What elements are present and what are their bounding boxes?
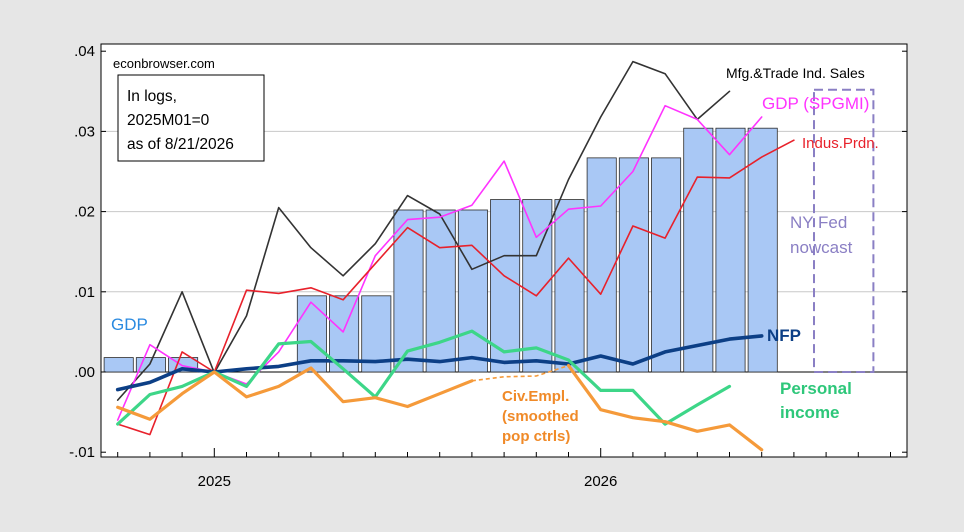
- nowcast-rect: [813, 88, 875, 373]
- gdp-bar: [554, 199, 585, 373]
- note-line-2: 2025M01=0: [127, 112, 210, 129]
- series-line: [116, 139, 795, 436]
- gdp-bars: [103, 127, 778, 373]
- label-nfp: NFP: [767, 326, 801, 345]
- label-gdp: GDP: [111, 315, 148, 334]
- label-personal-income-1: Personal: [780, 379, 852, 398]
- gdp-bar: [683, 127, 714, 373]
- y-tick-label: .01: [74, 284, 95, 301]
- gdp-bar: [457, 209, 488, 373]
- y-axis: .04 .03 .02 .01 .00 -.01: [69, 43, 907, 461]
- label-civ-empl-2: (smoothed: [502, 408, 579, 425]
- x-tick-label: 2025: [198, 473, 231, 490]
- gdp-bar: [522, 199, 553, 373]
- series-line: [566, 364, 764, 452]
- y-tick-label: .00: [74, 364, 95, 381]
- label-personal-income-2: income: [780, 403, 840, 422]
- series-line-dashed: [471, 364, 569, 382]
- gdp-bar: [103, 357, 134, 373]
- series-lines: [115, 60, 795, 452]
- y-tick-label: .02: [74, 204, 95, 221]
- label-civ-empl-1: Civ.Empl.: [502, 388, 569, 405]
- label-gdp-spgmi: GDP (SPGMI): [762, 94, 869, 113]
- label-civ-empl-3: pop ctrls): [502, 428, 570, 445]
- y-tick-label: .04: [74, 43, 95, 60]
- label-mfg: Mfg.&Trade Ind. Sales: [726, 65, 865, 81]
- note-line-3: as of 8/21/2026: [127, 136, 234, 153]
- gdp-bar: [618, 157, 649, 373]
- gdp-bar: [586, 157, 617, 373]
- gdp-bar: [715, 127, 746, 373]
- x-tick-label: 2026: [584, 473, 617, 490]
- series-line: [116, 60, 731, 401]
- y-tick-label: -.01: [69, 444, 95, 461]
- y-tick-label: .03: [74, 123, 95, 140]
- gdp-bar: [361, 295, 392, 373]
- series-line: [115, 334, 764, 392]
- x-axis: 2025 2026: [117, 448, 891, 490]
- gdp-bar: [747, 127, 778, 373]
- nowcast-box: [813, 88, 875, 373]
- label-indus: Indus.Prdn.: [802, 135, 879, 152]
- label-nowcast-1: NY Fed: [790, 213, 847, 232]
- gdp-bar: [490, 199, 521, 373]
- note-line-1: In logs,: [127, 88, 177, 105]
- source-label: econbrowser.com: [113, 56, 215, 71]
- series-line: [116, 366, 474, 421]
- gdp-bar: [651, 157, 682, 373]
- label-nowcast-2: nowcast: [790, 238, 853, 257]
- note-box: [117, 74, 265, 162]
